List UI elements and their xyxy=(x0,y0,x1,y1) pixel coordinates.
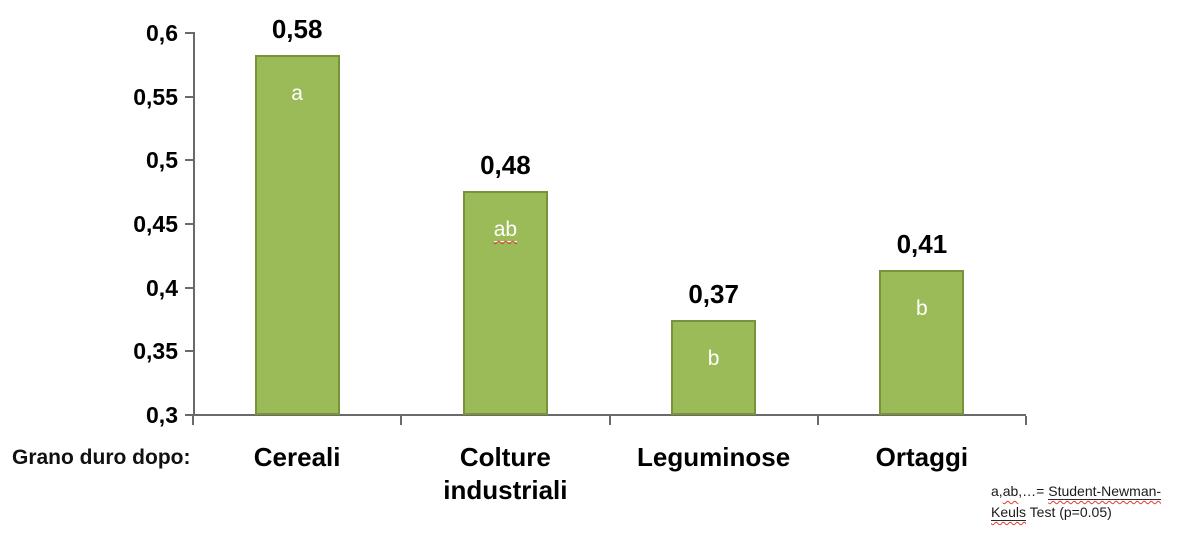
category-label: Leguminose xyxy=(610,441,818,474)
significance-letter: b xyxy=(916,297,928,321)
category-label-text: Ortaggi xyxy=(875,442,969,472)
y-tick xyxy=(185,32,194,34)
footnote-segment: Student-Newman- xyxy=(1048,483,1162,500)
y-tick-label: 0,45 xyxy=(133,211,178,237)
footnote-segment: ab xyxy=(1002,483,1019,499)
bar-value-label: 0,37 xyxy=(688,278,739,309)
y-tick xyxy=(185,159,194,162)
bar xyxy=(254,54,340,415)
y-tick xyxy=(185,223,194,225)
category-label-text: Leguminose xyxy=(637,442,791,472)
y-tick-label: 0,35 xyxy=(133,338,178,365)
category-label: Colture industriali xyxy=(401,441,609,507)
bar-letter: b xyxy=(671,346,756,372)
category-label: Cereali xyxy=(193,441,401,474)
significance-letter: a xyxy=(291,81,303,105)
x-tick xyxy=(608,416,611,425)
bar xyxy=(462,191,548,415)
footnote-segment: ,…= xyxy=(1018,483,1049,499)
footnote-line-2: Keuls Test (p=0.05) xyxy=(991,502,1185,523)
footnote-line-1: a,ab,…= Student-Newman- xyxy=(991,481,1185,502)
y-tick xyxy=(185,286,194,289)
bar-letter: b xyxy=(879,296,964,322)
y-axis-line xyxy=(193,32,195,416)
y-tick-label: 0,55 xyxy=(133,83,178,110)
y-tick-label: 0,4 xyxy=(146,274,178,301)
bar-letter: ab xyxy=(463,217,548,243)
bar xyxy=(671,319,757,415)
x-axis-line xyxy=(185,414,1026,416)
y-tick-label: 0,3 xyxy=(146,402,178,428)
y-tick xyxy=(185,95,194,98)
y-tick xyxy=(185,350,194,353)
footnote-segment: Keuls xyxy=(991,504,1027,521)
footnote-segment: a, xyxy=(991,483,1003,499)
footnote: a,ab,…= Student-Newman- Keuls Test (p=0.… xyxy=(991,481,1185,523)
x-axis-prefix-label: Grano duro dopo: xyxy=(12,446,191,469)
significance-letter: b xyxy=(707,346,720,370)
significance-letter: ab xyxy=(493,218,518,243)
bar-value-label: 0,41 xyxy=(896,229,948,260)
bar-value-label: 0,58 xyxy=(271,13,323,44)
y-tick-label: 0,6 xyxy=(146,20,178,46)
category-label-text: Cereali xyxy=(253,442,341,472)
category-label: Ortaggi xyxy=(818,441,1026,474)
x-tick xyxy=(192,416,194,425)
y-tick xyxy=(185,414,194,416)
x-tick xyxy=(816,416,819,425)
bar-value-label: 0,48 xyxy=(480,150,531,181)
x-tick xyxy=(400,416,403,425)
bar-letter: a xyxy=(255,81,340,107)
bar xyxy=(879,270,965,415)
x-tick xyxy=(1025,416,1027,425)
category-label-text: Colture industriali xyxy=(443,442,568,505)
y-tick-label: 0,5 xyxy=(146,147,178,174)
footnote-segment: Test (p=0.05) xyxy=(1026,504,1112,520)
